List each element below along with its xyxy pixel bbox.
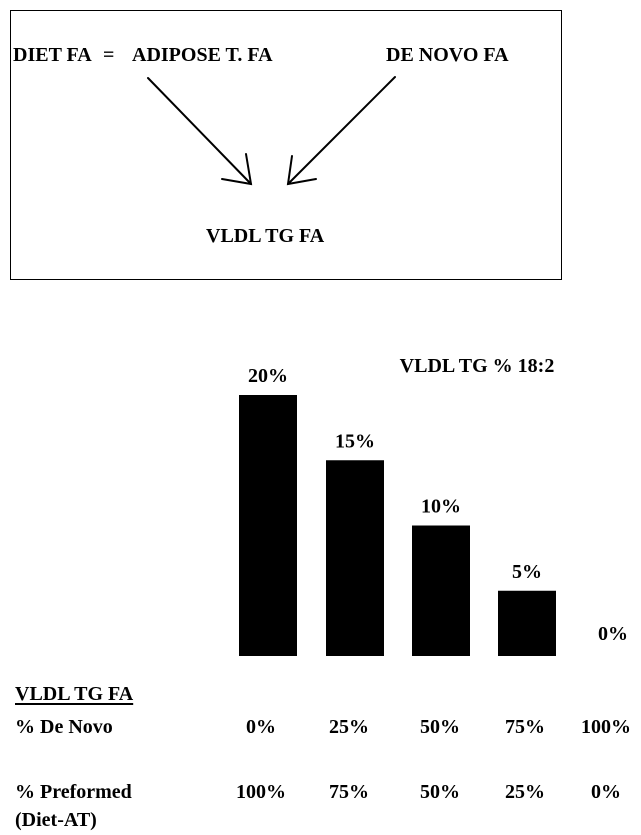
bar-75%	[498, 590, 556, 656]
de-novo-cell: 0%	[246, 716, 276, 738]
preformed-cell: 75%	[329, 781, 369, 803]
bars-group: 20% 15% 10% 5% 0%	[239, 365, 628, 656]
preformed-cell: 100%	[236, 781, 286, 803]
diet-fa-label: DIET FA	[13, 44, 92, 66]
de-novo-cell: 75%	[505, 716, 545, 738]
bar-0%	[239, 395, 297, 656]
row-label-preformed: % Preformed	[15, 781, 132, 803]
de-novo-fa-label: DE NOVO FA	[386, 44, 509, 66]
row-label-preformed-sub: (Diet-AT)	[15, 809, 97, 831]
de-novo-cell: 50%	[420, 716, 460, 738]
preformed-cell: 50%	[420, 781, 460, 803]
table-header: VLDL TG FA	[15, 683, 134, 705]
bar-value-label: 5%	[512, 561, 542, 583]
vldl-tg-fa-label: VLDL TG FA	[206, 225, 325, 247]
preformed-cell: 0%	[591, 781, 621, 803]
bar-value-label: 10%	[421, 496, 461, 518]
row-label-de-novo: % De Novo	[15, 716, 113, 738]
bar-chart: VLDL TG % 18:2 20% 15% 10% 5% 0%	[239, 355, 628, 656]
bar-value-label: 20%	[248, 365, 288, 387]
bar-value-label: 0%	[598, 623, 628, 645]
de-novo-cell: 25%	[329, 716, 369, 738]
diagram-box: DIET FA = ADIPOSE T. FA DE NOVO FA VLDL …	[10, 10, 562, 280]
bar-value-label: 15%	[335, 430, 375, 452]
de-novo-cell: 100%	[581, 716, 631, 738]
equals-sign: =	[103, 44, 115, 66]
bar-50%	[412, 525, 470, 656]
chart-title: VLDL TG % 18:2	[400, 355, 555, 377]
arrows-layer	[147, 76, 396, 186]
arrow-de-novo-to-vldl	[286, 76, 396, 186]
preformed-cell: 25%	[505, 781, 545, 803]
adipose-fa-label: ADIPOSE T. FA	[132, 44, 273, 66]
arrow-adipose-to-vldl	[147, 77, 253, 186]
bar-25%	[326, 460, 384, 656]
